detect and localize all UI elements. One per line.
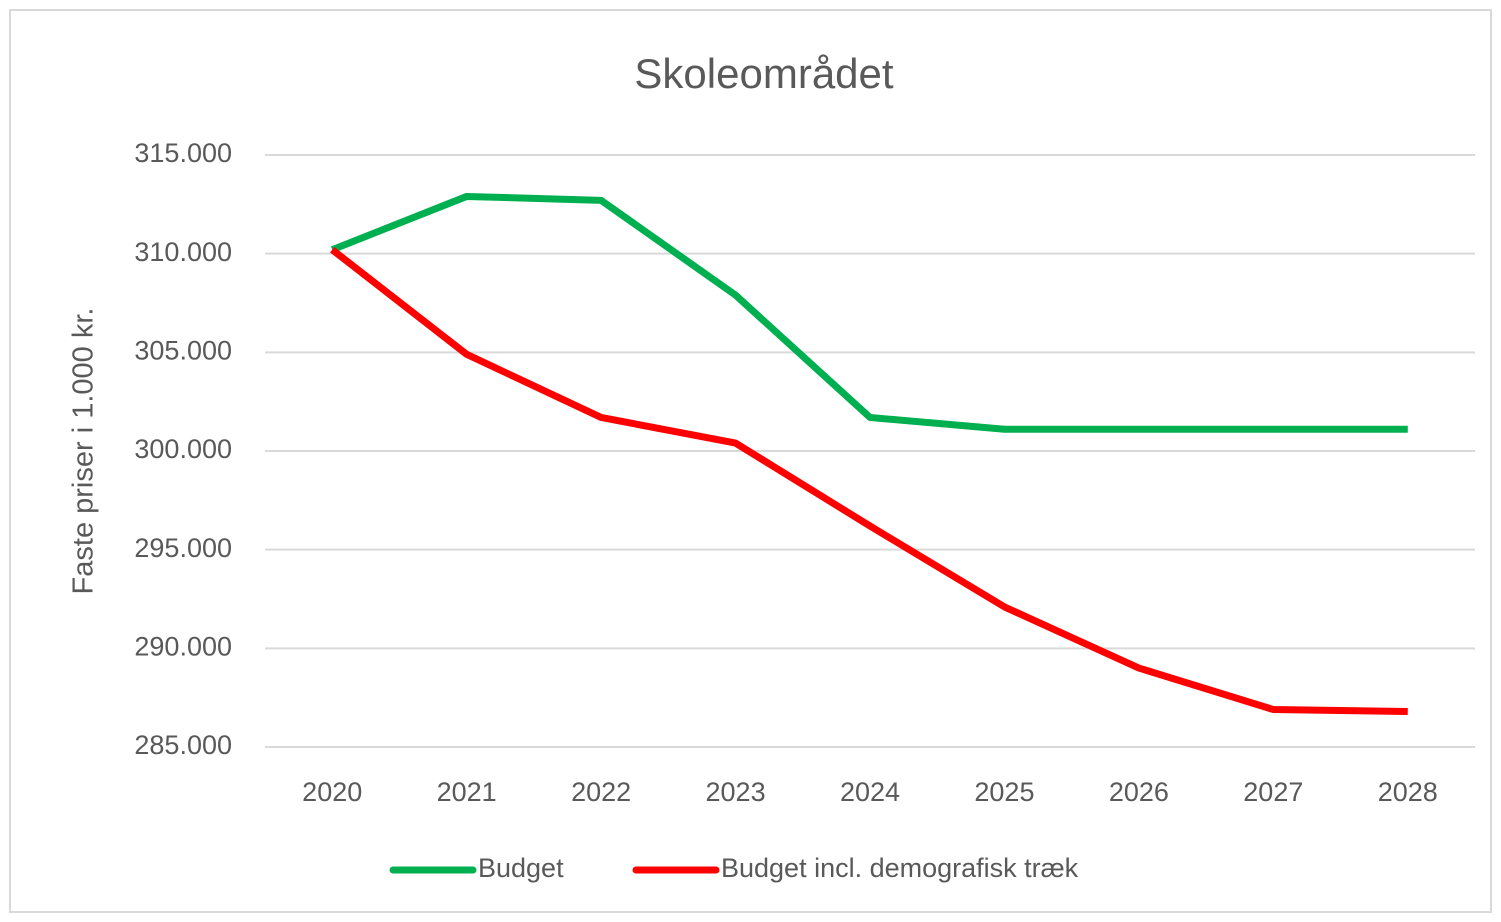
x-tick-label: 2026 [1109, 777, 1169, 807]
chart-title: Skoleområdet [634, 50, 893, 97]
series-line [330, 192, 1408, 433]
y-tick-label: 285.000 [134, 730, 232, 760]
x-tick-label: 2025 [974, 777, 1034, 807]
y-tick-label: 290.000 [134, 631, 232, 661]
x-tick-label: 2028 [1378, 777, 1438, 807]
series-line [330, 246, 1408, 715]
x-tick-label: 2023 [706, 777, 766, 807]
y-tick-label: 310.000 [134, 237, 232, 267]
x-tick-label: 2024 [840, 777, 900, 807]
x-tick-label: 2021 [437, 777, 497, 807]
chart-border [9, 9, 1492, 913]
y-tick-label: 305.000 [134, 335, 232, 365]
x-tick-label: 2027 [1243, 777, 1303, 807]
x-tick-label: 2022 [571, 777, 631, 807]
y-axis-label: Faste priser i 1.000 kr. [68, 308, 100, 595]
y-tick-label: 315.000 [134, 138, 232, 168]
legend-label: Budget [478, 853, 564, 883]
x-tick-label: 2020 [302, 777, 362, 807]
y-tick-label: 295.000 [134, 533, 232, 563]
y-tick-label: 300.000 [134, 434, 232, 464]
legend-label: Budget incl. demografisk træk [721, 853, 1079, 883]
